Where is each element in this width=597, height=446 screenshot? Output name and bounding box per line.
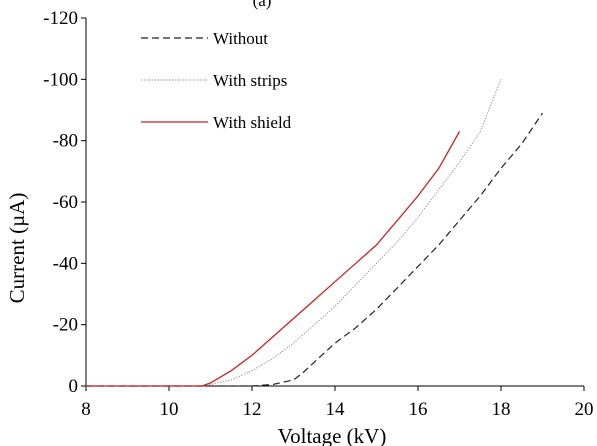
y-tick-label: -40 (53, 253, 78, 274)
x-tick-label: 16 (409, 399, 428, 420)
y-tick-label: -60 (53, 192, 78, 213)
y-axis-ticks: 0 -20 -40 -60 -80 -100 -120 (43, 8, 86, 397)
x-axis-ticks: 8 10 12 14 16 18 20 (81, 386, 594, 420)
x-tick-label: 10 (160, 399, 179, 420)
series-lines (86, 79, 543, 387)
axes (85, 18, 584, 387)
x-tick-label: 8 (81, 399, 91, 420)
legend: Without With strips With shield (141, 29, 292, 132)
legend-label-with-strips: With strips (213, 71, 287, 90)
x-tick-label: 14 (326, 399, 346, 420)
y-tick-label: -80 (53, 131, 78, 152)
y-tick-label: 0 (69, 376, 79, 397)
x-axis-title: Voltage (kV) (278, 424, 387, 446)
y-axis-title: Current (µA) (5, 193, 29, 304)
series-line-with-shield (86, 131, 461, 387)
y-tick-label: -120 (43, 8, 78, 29)
x-tick-label: 18 (492, 399, 511, 420)
x-tick-label: 12 (243, 399, 262, 420)
legend-label-without: Without (213, 29, 268, 48)
series-line-without (86, 112, 543, 387)
y-tick-label: -20 (53, 315, 78, 336)
x-tick-label: 20 (575, 399, 594, 420)
y-tick-label: -100 (43, 69, 78, 90)
panel-label: (a) (253, 0, 272, 10)
legend-label-with-shield: With shield (213, 113, 292, 132)
series-line-with-strips (86, 79, 502, 387)
